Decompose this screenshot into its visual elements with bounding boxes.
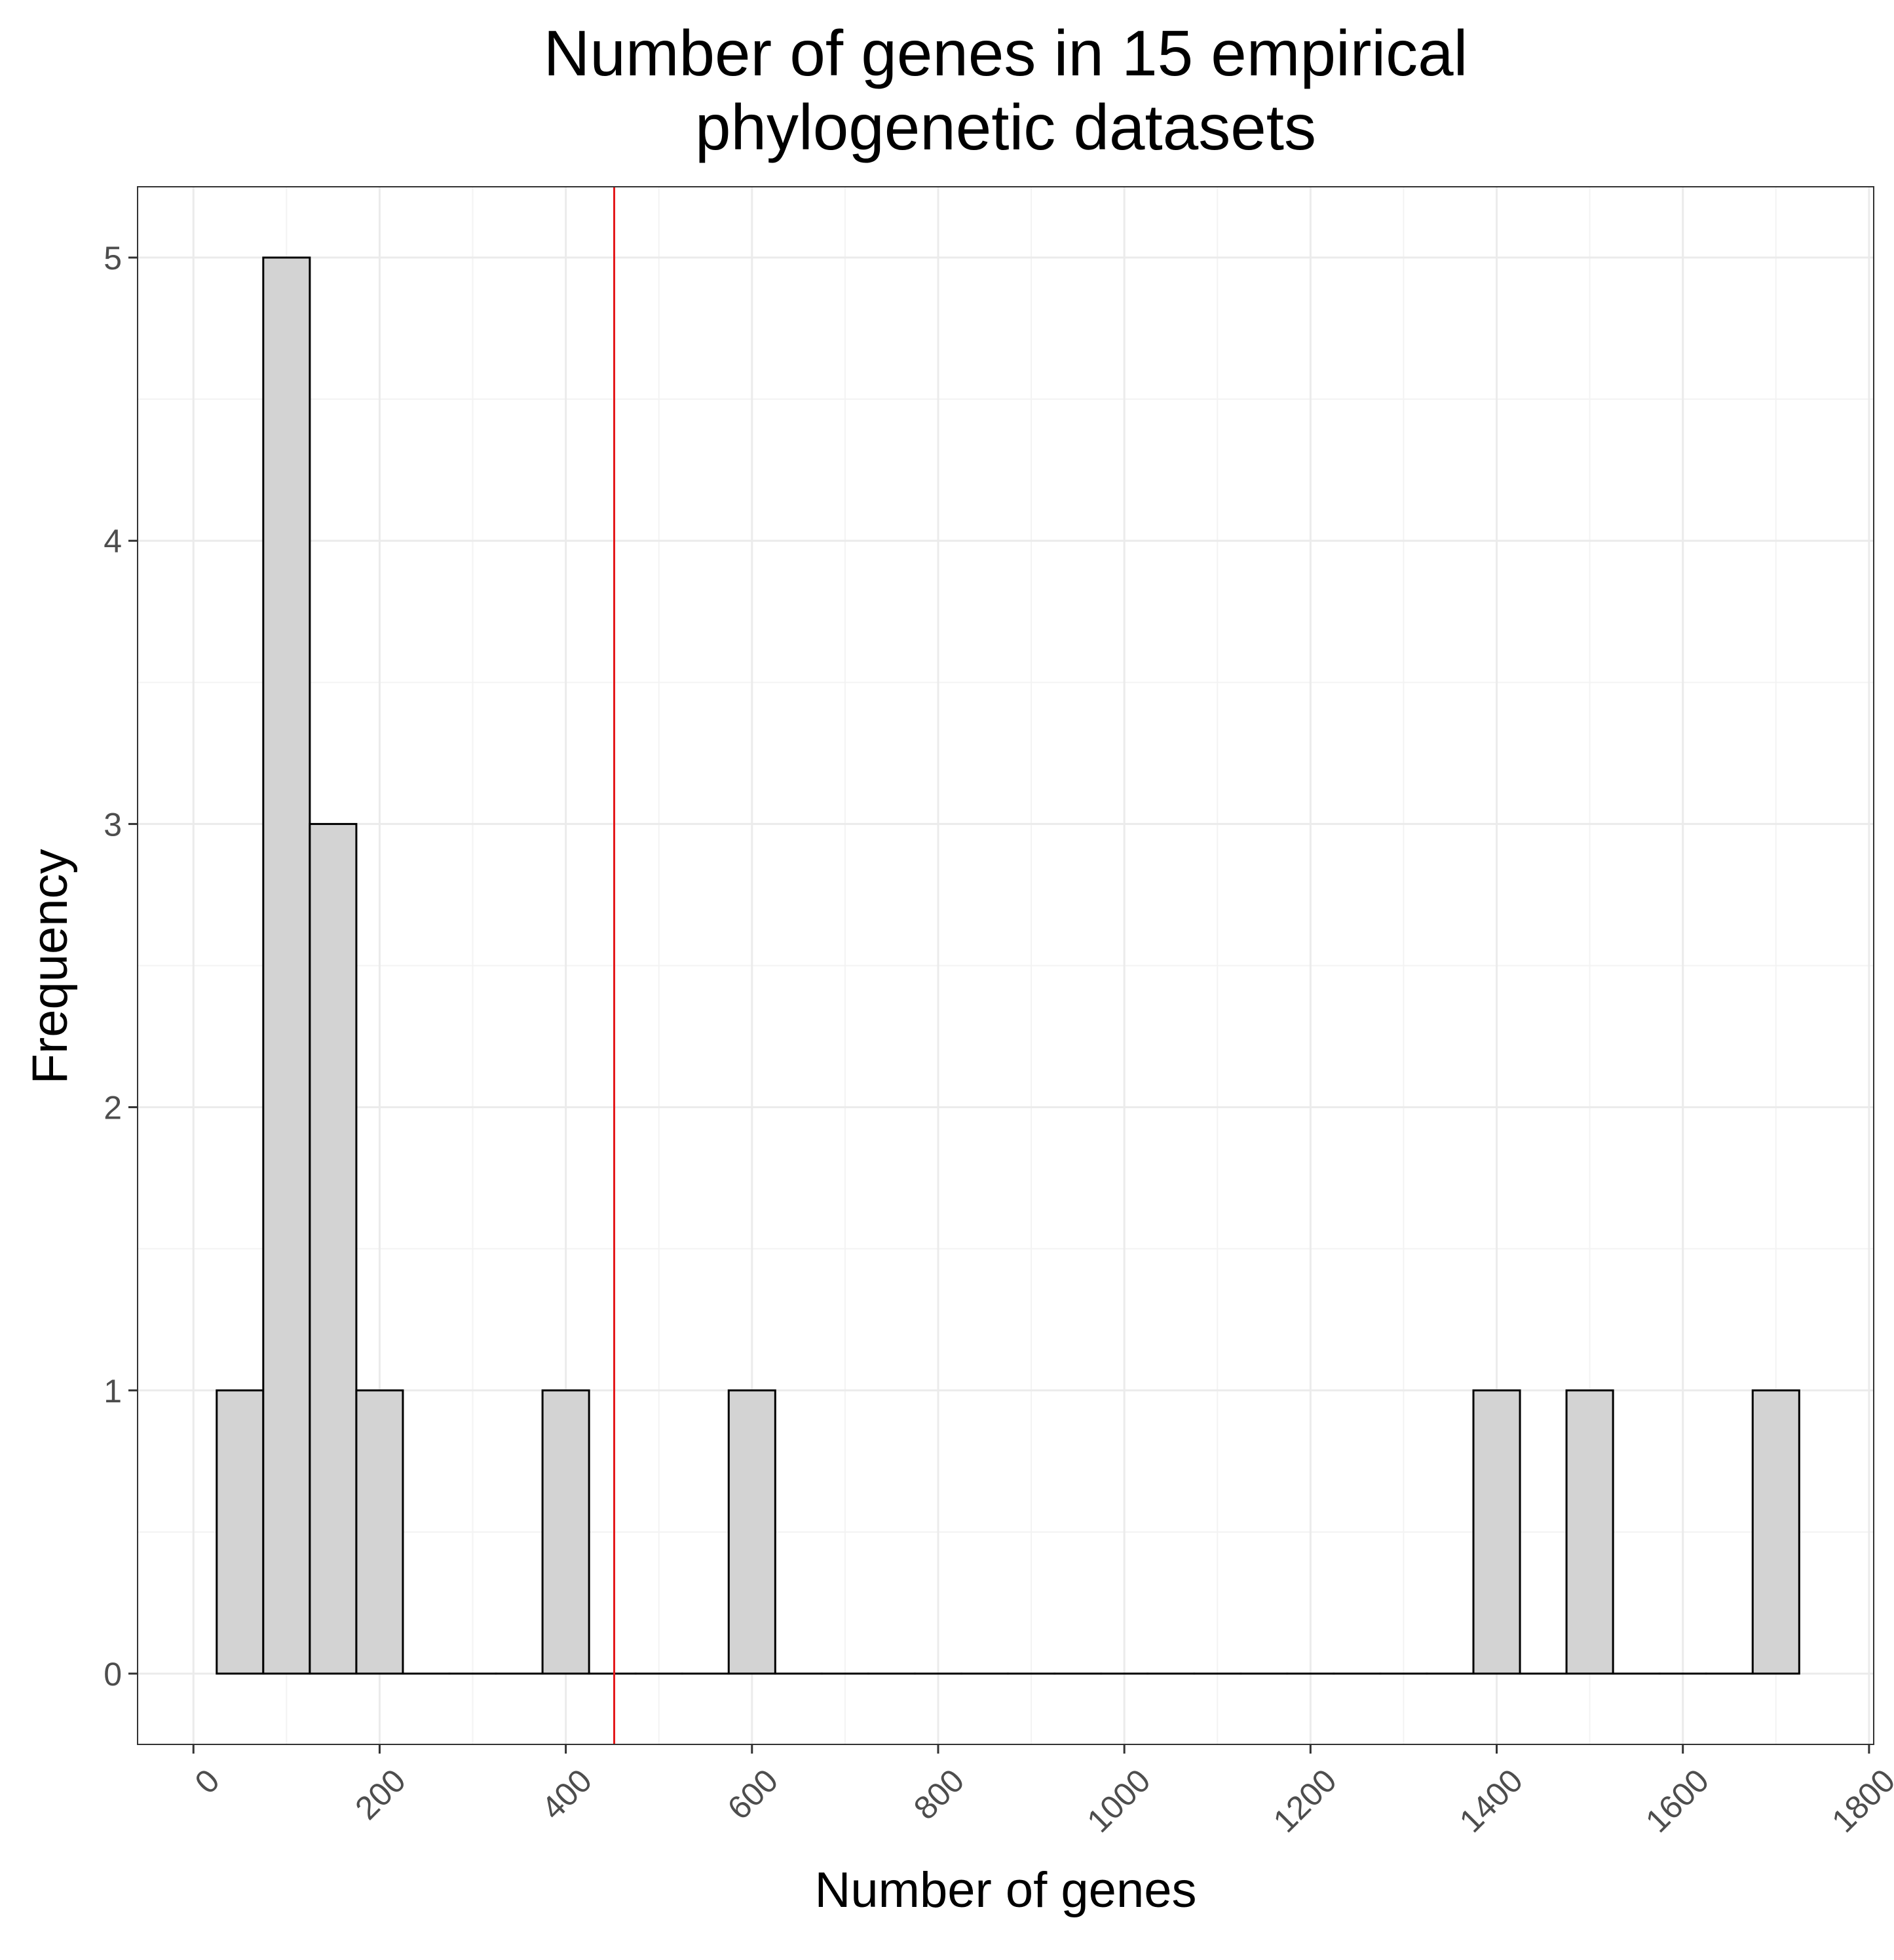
histogram-bar (1565, 1389, 1614, 1675)
histogram-bar (262, 256, 311, 1675)
x-axis-title: Number of genes (815, 1862, 1197, 1918)
y-tick-label: 3 (104, 806, 122, 843)
histogram-bar (727, 1389, 776, 1675)
y-tick-label: 1 (104, 1373, 122, 1410)
plot-panel (137, 186, 1874, 1745)
y-tick-label: 2 (104, 1090, 122, 1126)
histogram-bar (355, 1389, 404, 1675)
histogram-bars (216, 256, 1800, 1675)
y-tick-label: 4 (104, 523, 122, 560)
y-tick-label: 0 (104, 1656, 122, 1693)
chart-title-line-1: Number of genes in 15 empirical (544, 17, 1468, 89)
y-tick-label: 5 (104, 240, 122, 277)
histogram-bar (1751, 1389, 1800, 1675)
y-axis-title: Frequency (22, 849, 78, 1084)
panel-border (137, 186, 1874, 1745)
chart-title-line-2: phylogenetic datasets (695, 91, 1316, 163)
histogram-bar (541, 1389, 590, 1675)
y-axis: 0 1 2 3 4 5 (104, 240, 138, 1693)
histogram-bar (1472, 1389, 1521, 1675)
histogram-bar (309, 822, 358, 1675)
histogram-bar (216, 1389, 265, 1675)
